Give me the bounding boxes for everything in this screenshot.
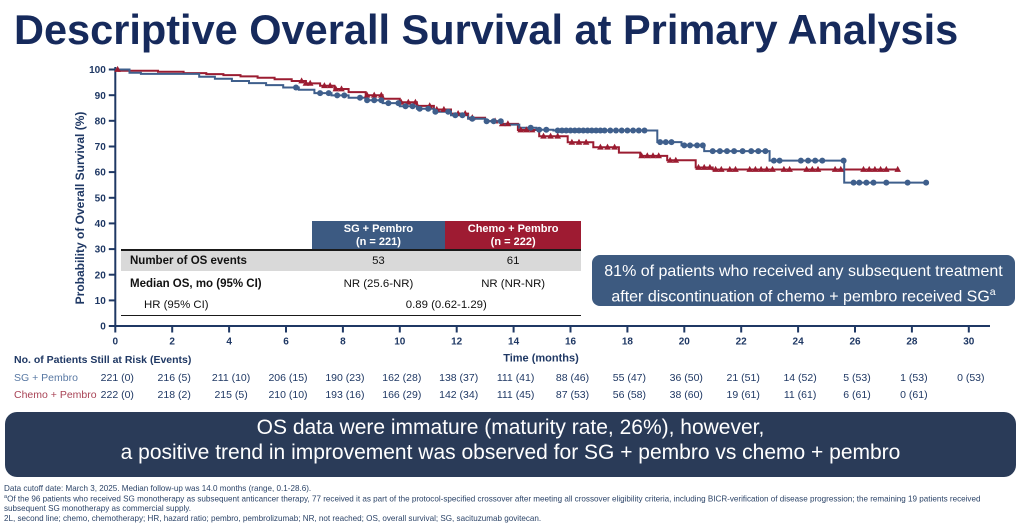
- svg-text:28: 28: [906, 337, 918, 348]
- svg-text:10: 10: [394, 337, 406, 348]
- svg-text:4: 4: [226, 337, 232, 348]
- svg-text:22: 22: [736, 337, 748, 348]
- svg-text:6: 6: [283, 337, 289, 348]
- svg-text:26: 26: [849, 337, 861, 348]
- svg-text:8: 8: [340, 337, 346, 348]
- svg-text:80: 80: [95, 116, 107, 127]
- svg-text:18: 18: [622, 337, 634, 348]
- svg-text:50: 50: [95, 193, 107, 204]
- svg-text:Time (months): Time (months): [503, 353, 579, 365]
- svg-text:70: 70: [95, 142, 107, 153]
- svg-text:100: 100: [89, 65, 106, 76]
- svg-text:20: 20: [679, 337, 691, 348]
- svg-text:60: 60: [95, 168, 107, 179]
- svg-text:14: 14: [508, 337, 520, 348]
- svg-text:24: 24: [793, 337, 805, 348]
- svg-text:Probability of Overall Surviva: Probability of Overall Survival (%): [73, 112, 87, 305]
- svg-text:20: 20: [95, 270, 107, 281]
- svg-text:30: 30: [95, 245, 107, 256]
- svg-text:0: 0: [113, 337, 119, 348]
- svg-text:12: 12: [451, 337, 463, 348]
- svg-text:10: 10: [95, 296, 107, 307]
- svg-text:2: 2: [169, 337, 175, 348]
- svg-text:40: 40: [95, 219, 107, 230]
- svg-text:30: 30: [963, 337, 975, 348]
- svg-text:16: 16: [565, 337, 577, 348]
- svg-text:0: 0: [100, 322, 106, 333]
- svg-text:90: 90: [95, 91, 107, 102]
